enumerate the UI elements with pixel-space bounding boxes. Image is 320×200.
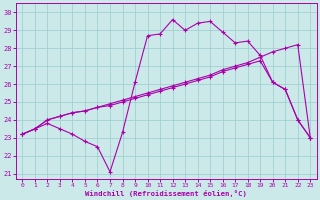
X-axis label: Windchill (Refroidissement éolien,°C): Windchill (Refroidissement éolien,°C)	[85, 190, 247, 197]
